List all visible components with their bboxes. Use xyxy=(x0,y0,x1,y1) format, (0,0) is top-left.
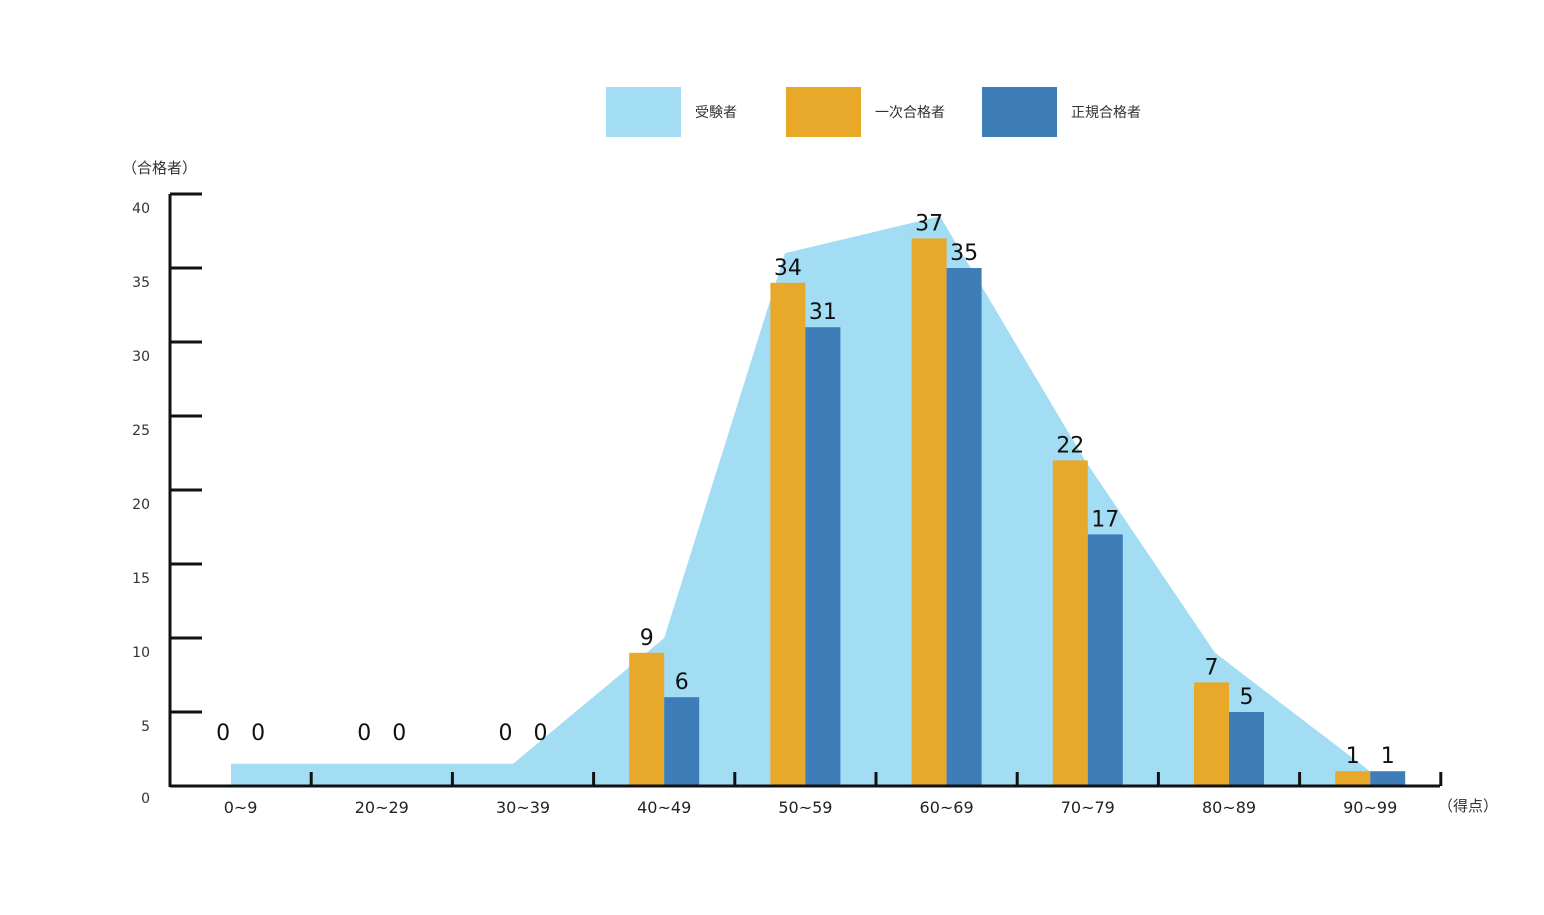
y-tick-label: 25 xyxy=(132,423,150,439)
bar-first-pass xyxy=(1052,460,1088,786)
y-tick-label: 5 xyxy=(141,719,150,735)
legend-swatch-first-pass xyxy=(786,87,861,137)
legend-swatch-applicants xyxy=(606,87,681,137)
x-tick-label: 80~89 xyxy=(1202,798,1256,817)
bar-final-pass xyxy=(664,697,700,786)
value-label-final-pass: 0 xyxy=(534,721,548,746)
value-label-first-pass: 0 xyxy=(499,721,513,746)
value-label-final-pass: 0 xyxy=(392,721,406,746)
legend: 受験者 一次合格者 正規合格者 xyxy=(606,87,1141,137)
value-label-final-pass: 5 xyxy=(1240,685,1254,710)
value-label-final-pass: 31 xyxy=(809,300,837,325)
value-label-first-pass: 34 xyxy=(774,256,802,281)
x-tick-label: 90~99 xyxy=(1343,798,1397,817)
x-tick-label: 0~9 xyxy=(224,798,258,817)
bars-layer xyxy=(629,238,1406,786)
y-tick-label: 15 xyxy=(132,571,150,587)
value-label-first-pass: 0 xyxy=(216,721,230,746)
y-tick-label: 40 xyxy=(132,201,150,217)
bar-first-pass xyxy=(1335,771,1371,786)
x-tick-label: 50~59 xyxy=(778,798,832,817)
y-tick-label: 10 xyxy=(132,645,150,661)
value-label-first-pass: 22 xyxy=(1056,433,1084,458)
y-tick-label: 0 xyxy=(141,791,150,807)
value-label-final-pass: 1 xyxy=(1381,744,1395,769)
x-tick-label: 60~69 xyxy=(920,798,974,817)
bar-final-pass xyxy=(946,268,982,786)
x-tick-label: 70~79 xyxy=(1061,798,1115,817)
axes-layer xyxy=(168,192,1443,788)
labels-layer: 0 00~90 020~290 030~399640~49343150~5937356… xyxy=(132,201,1397,817)
value-label-final-pass: 6 xyxy=(675,670,689,695)
legend-label-final-pass: 正規合格者 xyxy=(1071,105,1141,121)
y-tick-label: 20 xyxy=(132,497,150,513)
value-label-final-pass: 17 xyxy=(1091,507,1119,532)
x-tick-label: 30~39 xyxy=(496,798,550,817)
value-label-first-pass: 7 xyxy=(1205,655,1219,680)
bar-first-pass xyxy=(770,282,806,786)
bar-final-pass xyxy=(1229,712,1264,786)
bar-first-pass xyxy=(911,238,947,786)
y-tick-label: 30 xyxy=(132,349,150,365)
bar-final-pass xyxy=(1087,534,1123,786)
value-label-first-pass: 37 xyxy=(915,211,943,236)
legend-swatch-final-pass xyxy=(982,87,1057,137)
bar-final-pass xyxy=(1370,771,1406,786)
value-label-first-pass: 9 xyxy=(640,626,654,651)
legend-label-first-pass: 一次合格者 xyxy=(875,105,945,121)
value-label-first-pass: 0 xyxy=(357,721,371,746)
value-label-final-pass: 35 xyxy=(950,241,978,266)
value-label-final-pass: 0 xyxy=(251,721,265,746)
x-tick-label: 20~29 xyxy=(355,798,409,817)
value-label-first-pass: 1 xyxy=(1346,744,1360,769)
bar-first-pass xyxy=(629,652,665,786)
legend-label-applicants: 受験者 xyxy=(695,105,737,121)
y-tick-label: 35 xyxy=(132,275,150,291)
bar-first-pass xyxy=(1194,682,1229,786)
x-axis-unit-label: （得点） xyxy=(1438,797,1498,815)
bar-final-pass xyxy=(805,327,841,786)
y-axis-unit-label: （合格者） xyxy=(122,159,197,177)
x-tick-label: 40~49 xyxy=(637,798,691,817)
